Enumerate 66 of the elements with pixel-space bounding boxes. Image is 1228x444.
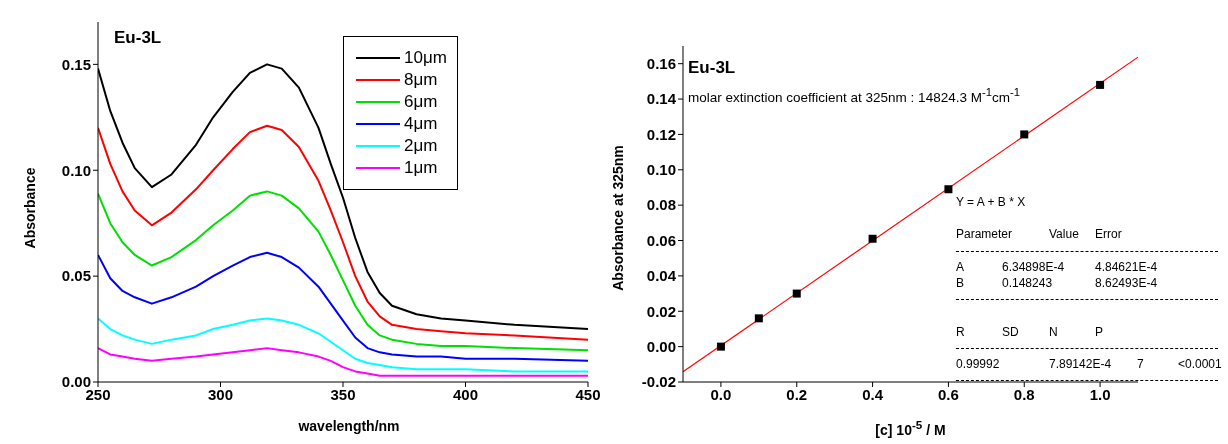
- annotation: SD: [1002, 325, 1019, 339]
- annotation: P: [1095, 325, 1104, 339]
- point: [1020, 130, 1029, 139]
- annotation: 6.34898E-4: [1002, 260, 1065, 274]
- point: [754, 314, 763, 323]
- annotation: B: [956, 276, 965, 290]
- legend-label: 2μm: [404, 135, 438, 157]
- legend-label: 4μm: [404, 113, 438, 135]
- annotation: Y = A + B * X: [956, 195, 1026, 209]
- annotation: Error: [1095, 227, 1122, 241]
- y-tick-label: 0.08: [646, 196, 676, 214]
- y-tick-label: 0.10: [646, 161, 676, 179]
- x-tick-label: 400: [452, 385, 479, 403]
- annotation: molar extinction coefficient at 325nm : 14824.3 M$^{-1}$cm$^{-1}$: [688, 86, 1020, 105]
- y-tick-label: 0.14: [646, 90, 677, 108]
- point: [1096, 80, 1105, 89]
- annotation: 4.84621E-4: [1095, 260, 1158, 274]
- line-series: [98, 347, 588, 377]
- annotation: 8.62493E-4: [1095, 276, 1158, 290]
- x-tick-label: 0.8: [1013, 385, 1035, 403]
- x-tick-label: 350: [330, 385, 356, 403]
- x-tick-label: 450: [575, 385, 601, 403]
- y-tick-label: 0.15: [61, 55, 91, 73]
- legend-label: 10μm: [404, 47, 447, 69]
- y-tick-label: 0.02: [646, 302, 676, 320]
- line-series: [98, 251, 588, 362]
- y-axis-title: Absorbance at 325nm: [610, 145, 626, 291]
- x-axis-title: wavelength/nm: [297, 418, 401, 434]
- point: [868, 234, 877, 243]
- x-tick-label: 0.4: [862, 385, 884, 403]
- y-tick-label: 0.04: [646, 267, 677, 285]
- point: [792, 289, 801, 298]
- y-tick-label: 0.10: [61, 161, 91, 179]
- annotation: A: [956, 260, 965, 274]
- annotation: 7: [1137, 357, 1144, 371]
- chart-title: Eu-3L: [114, 28, 162, 48]
- x-tick-label: 0.6: [937, 385, 959, 403]
- annotation: R: [956, 325, 965, 339]
- legend-label: 1μm: [404, 157, 438, 179]
- y-axis-title: Absorbance: [22, 167, 38, 249]
- line-series: [98, 317, 588, 373]
- y-tick-label: 0.00: [646, 337, 676, 355]
- x-tick-label: 0.0: [710, 385, 732, 403]
- y-tick-label: 0.12: [646, 125, 676, 143]
- line-series: [98, 190, 588, 352]
- y-tick-label: 0.06: [646, 231, 676, 249]
- x-axis-title: [c] 10$^{-5}$ / M: [874, 418, 947, 438]
- annotation: 0.99992: [956, 357, 1000, 371]
- x-tick-label: 1.0: [1089, 385, 1111, 403]
- y-tick-label: 0.05: [61, 267, 91, 285]
- text: Eu-3L: [688, 58, 736, 78]
- point: [944, 185, 953, 194]
- y-tick-label: 0.16: [646, 55, 676, 73]
- annotation: Parameter: [956, 227, 1013, 241]
- x-tick-label: 0.2: [786, 385, 808, 403]
- x-tick-label: 300: [207, 385, 234, 403]
- annotation: 0.148243: [1002, 276, 1053, 290]
- y-tick-label: -0.02: [641, 373, 676, 391]
- y-tick-label: 0.00: [61, 373, 91, 391]
- point: [716, 342, 725, 351]
- annotation: 7.89142E-4: [1049, 357, 1112, 371]
- legend-label: 8μm: [404, 69, 438, 91]
- legend-label: 6μm: [404, 91, 438, 113]
- annotation: N: [1049, 325, 1058, 339]
- text: <0.0001: [1178, 357, 1222, 371]
- annotation: Value: [1049, 227, 1079, 241]
